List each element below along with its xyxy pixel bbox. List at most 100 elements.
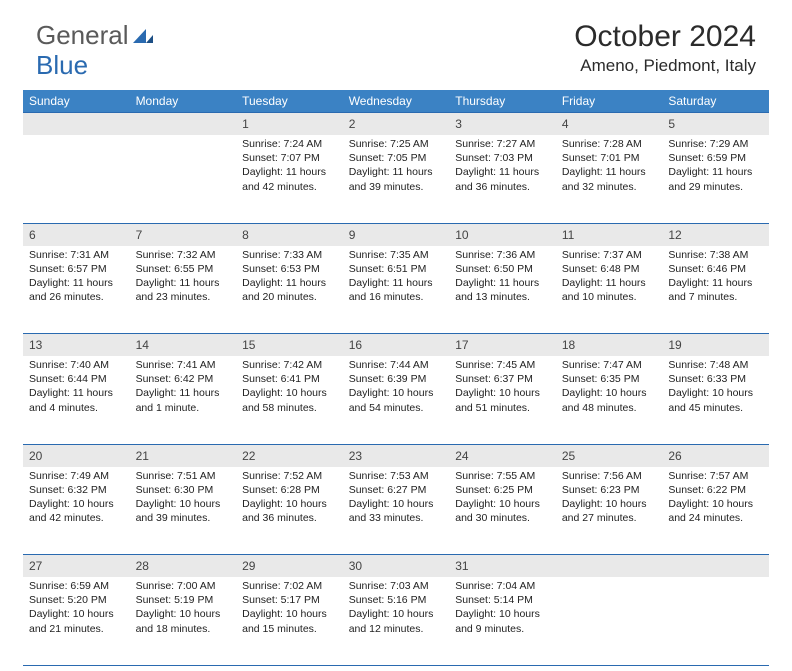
day-cell: Sunrise: 7:42 AMSunset: 6:41 PMDaylight:… [236,356,343,444]
sunset-line: Sunset: 6:59 PM [668,151,763,165]
daylight-line: Daylight: 11 hours and 32 minutes. [562,165,657,193]
day-number: 15 [242,338,255,352]
sunset-line: Sunset: 6:25 PM [455,483,550,497]
sunset-line: Sunset: 6:37 PM [455,372,550,386]
day-number-cell: 5 [662,113,769,136]
location: Ameno, Piedmont, Italy [574,56,756,76]
day-number: 5 [668,117,675,131]
day-cell: Sunrise: 7:44 AMSunset: 6:39 PMDaylight:… [343,356,450,444]
day-number: 7 [136,228,143,242]
day-number-cell: 29 [236,555,343,578]
day-number-cell: 24 [449,444,556,467]
daylight-line: Daylight: 10 hours and 54 minutes. [349,386,444,414]
calendar-bottom-border [23,665,769,671]
month-title: October 2024 [574,20,756,54]
day-cell: Sunrise: 7:03 AMSunset: 5:16 PMDaylight:… [343,577,450,665]
day-content-row: Sunrise: 6:59 AMSunset: 5:20 PMDaylight:… [23,577,769,665]
sunset-line: Sunset: 6:51 PM [349,262,444,276]
day-details: Sunrise: 7:57 AMSunset: 6:22 PMDaylight:… [662,467,769,530]
day-number: 18 [562,338,575,352]
day-number: 21 [136,449,149,463]
day-number: 28 [136,559,149,573]
day-cell [662,577,769,665]
day-number-cell: 25 [556,444,663,467]
day-number: 9 [349,228,356,242]
day-details: Sunrise: 7:25 AMSunset: 7:05 PMDaylight:… [343,135,450,198]
day-number-cell: 30 [343,555,450,578]
sunset-line: Sunset: 6:50 PM [455,262,550,276]
day-cell: Sunrise: 7:53 AMSunset: 6:27 PMDaylight:… [343,467,450,555]
day-number: 3 [455,117,462,131]
day-details: Sunrise: 7:28 AMSunset: 7:01 PMDaylight:… [556,135,663,198]
sunset-line: Sunset: 6:27 PM [349,483,444,497]
weekday-header: Friday [556,90,663,113]
day-number-cell: 3 [449,113,556,136]
sunrise-line: Sunrise: 7:45 AM [455,358,550,372]
day-number: 4 [562,117,569,131]
sunrise-line: Sunrise: 7:55 AM [455,469,550,483]
sunset-line: Sunset: 5:17 PM [242,593,337,607]
day-details: Sunrise: 7:32 AMSunset: 6:55 PMDaylight:… [130,246,237,309]
sunrise-line: Sunrise: 7:48 AM [668,358,763,372]
day-number: 26 [668,449,681,463]
sunrise-line: Sunrise: 7:27 AM [455,137,550,151]
day-number-row: 6789101112 [23,223,769,246]
daylight-line: Daylight: 11 hours and 39 minutes. [349,165,444,193]
sunrise-line: Sunrise: 7:33 AM [242,248,337,262]
day-details: Sunrise: 7:37 AMSunset: 6:48 PMDaylight:… [556,246,663,309]
day-number: 2 [349,117,356,131]
sunset-line: Sunset: 6:35 PM [562,372,657,386]
day-number-cell: 13 [23,334,130,357]
sunset-line: Sunset: 6:48 PM [562,262,657,276]
day-number-cell [556,555,663,578]
day-cell: Sunrise: 7:32 AMSunset: 6:55 PMDaylight:… [130,246,237,334]
day-content-row: Sunrise: 7:31 AMSunset: 6:57 PMDaylight:… [23,246,769,334]
day-cell: Sunrise: 7:55 AMSunset: 6:25 PMDaylight:… [449,467,556,555]
day-details: Sunrise: 6:59 AMSunset: 5:20 PMDaylight:… [23,577,130,640]
day-number: 19 [668,338,681,352]
day-number-cell: 6 [23,223,130,246]
day-cell: Sunrise: 7:41 AMSunset: 6:42 PMDaylight:… [130,356,237,444]
day-details: Sunrise: 7:48 AMSunset: 6:33 PMDaylight:… [662,356,769,419]
daylight-line: Daylight: 10 hours and 24 minutes. [668,497,763,525]
day-number-cell: 7 [130,223,237,246]
day-number: 14 [136,338,149,352]
daylight-line: Daylight: 10 hours and 39 minutes. [136,497,231,525]
sunset-line: Sunset: 7:01 PM [562,151,657,165]
sunrise-line: Sunrise: 7:37 AM [562,248,657,262]
logo-text-general: General [36,20,129,51]
sunrise-line: Sunrise: 7:24 AM [242,137,337,151]
calendar-header-row: SundayMondayTuesdayWednesdayThursdayFrid… [23,90,769,113]
sunrise-line: Sunrise: 7:31 AM [29,248,124,262]
day-cell [556,577,663,665]
sunset-line: Sunset: 6:28 PM [242,483,337,497]
day-cell: Sunrise: 7:57 AMSunset: 6:22 PMDaylight:… [662,467,769,555]
daylight-line: Daylight: 11 hours and 16 minutes. [349,276,444,304]
day-cell: Sunrise: 7:40 AMSunset: 6:44 PMDaylight:… [23,356,130,444]
daylight-line: Daylight: 11 hours and 4 minutes. [29,386,124,414]
title-block: October 2024 Ameno, Piedmont, Italy [574,20,756,76]
sunrise-line: Sunrise: 7:51 AM [136,469,231,483]
sunrise-line: Sunrise: 7:57 AM [668,469,763,483]
day-cell: Sunrise: 7:38 AMSunset: 6:46 PMDaylight:… [662,246,769,334]
sunrise-line: Sunrise: 6:59 AM [29,579,124,593]
sunrise-line: Sunrise: 7:38 AM [668,248,763,262]
logo-blue-wrapper: Blue [36,50,88,81]
day-number-cell: 22 [236,444,343,467]
header: General October 2024 Ameno, Piedmont, It… [0,0,792,84]
day-cell: Sunrise: 7:56 AMSunset: 6:23 PMDaylight:… [556,467,663,555]
day-number-cell [23,113,130,136]
weekday-header: Tuesday [236,90,343,113]
day-cell: Sunrise: 7:24 AMSunset: 7:07 PMDaylight:… [236,135,343,223]
day-number-cell: 31 [449,555,556,578]
day-number: 8 [242,228,249,242]
day-number: 13 [29,338,42,352]
day-details: Sunrise: 7:51 AMSunset: 6:30 PMDaylight:… [130,467,237,530]
weekday-header: Sunday [23,90,130,113]
sunrise-line: Sunrise: 7:40 AM [29,358,124,372]
sunset-line: Sunset: 6:22 PM [668,483,763,497]
day-number-cell: 18 [556,334,663,357]
day-details: Sunrise: 7:35 AMSunset: 6:51 PMDaylight:… [343,246,450,309]
day-number: 31 [455,559,468,573]
day-details: Sunrise: 7:03 AMSunset: 5:16 PMDaylight:… [343,577,450,640]
